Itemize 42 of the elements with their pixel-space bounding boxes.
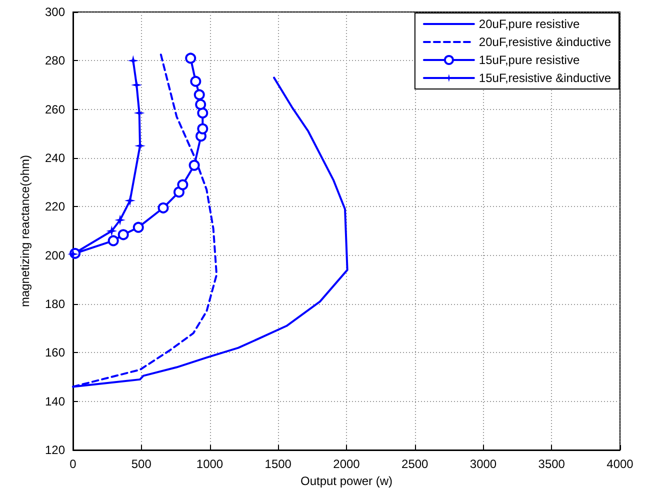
legend-label: 15uF,pure resistive: [478, 53, 580, 67]
x-tick-label: 500: [131, 457, 152, 471]
legend-label: 20uF,pure resistive: [478, 17, 580, 31]
point: [185, 52, 196, 64]
point: [197, 123, 208, 134]
y-tick-label: 200: [44, 248, 66, 262]
y-tick-label: 220: [44, 200, 66, 214]
legend-label: 15uF,resistive &inductive: [478, 71, 612, 85]
y-tick-label: 160: [44, 346, 66, 360]
point: [177, 179, 188, 190]
y-tick-label: 180: [44, 297, 66, 311]
point: [118, 229, 129, 240]
x-tick-label: 3500: [538, 457, 566, 471]
y-axis-title: magnetizing reactance(ohm): [18, 154, 32, 308]
x-tick-label: 2000: [333, 457, 360, 471]
y-tick-label: 300: [44, 5, 66, 19]
y-tick-label: 140: [44, 394, 66, 408]
point: [158, 202, 169, 214]
point: [68, 248, 78, 260]
legend-label: 20uF,resistive &inductive: [478, 35, 612, 49]
point: [197, 107, 208, 118]
point: [128, 55, 139, 66]
x-axis-title: Output power (w): [300, 474, 393, 488]
x-tick-label: 4000: [606, 457, 634, 471]
point: [190, 76, 202, 87]
point: [124, 195, 136, 206]
y-tick-label: 240: [44, 151, 66, 165]
point: [114, 214, 126, 226]
x-tick-label: 3000: [470, 457, 497, 471]
y-tick-label: 280: [44, 54, 66, 68]
point: [132, 222, 144, 233]
point: [195, 98, 206, 110]
point: [188, 160, 200, 171]
y-tick-label: 260: [44, 102, 66, 116]
x-tick-label: 1500: [264, 457, 292, 471]
point: [108, 235, 119, 246]
x-tick-label: 0: [70, 457, 77, 471]
x-tick-label: 1000: [196, 457, 224, 471]
point: [106, 226, 118, 236]
x-tick-label: 2500: [402, 457, 429, 471]
point: [194, 89, 205, 100]
y-tick-label: 120: [44, 443, 66, 457]
